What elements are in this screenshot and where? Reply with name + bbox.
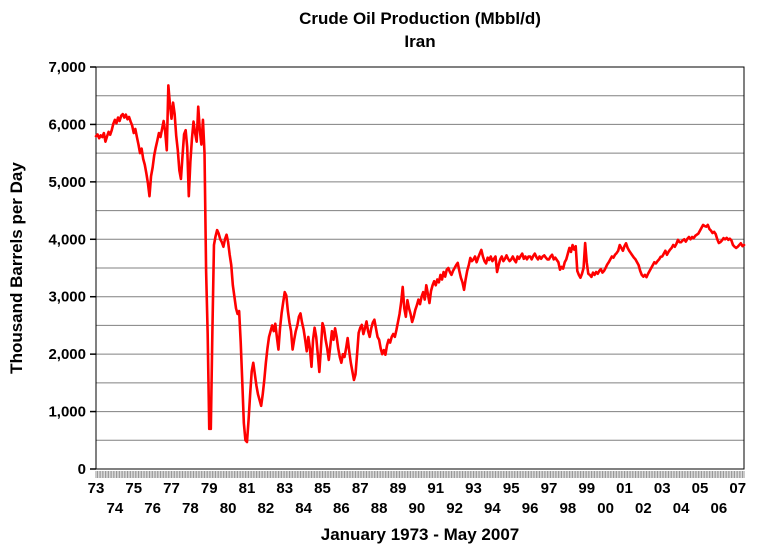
chart-title: Crude Oil Production (Mbbl/d): [299, 9, 541, 28]
y-tick-label: 3,000: [48, 289, 86, 306]
y-axis-ticks-and-labels: 0 1,000 2,000 3,000 4,000 5,000 6,000 7,000: [48, 59, 96, 478]
x-year-label-odd: 03: [654, 480, 671, 497]
x-axis-title: January 1973 - May 2007: [321, 525, 519, 544]
x-year-label-even: 00: [597, 500, 614, 517]
x-year-label-odd: 75: [125, 480, 142, 497]
x-year-label-odd: 85: [314, 480, 331, 497]
x-year-label-odd: 89: [390, 480, 407, 497]
monthly-tick-band: [95, 471, 745, 478]
x-year-label-even: 92: [446, 500, 463, 517]
x-year-label-odd: 05: [692, 480, 709, 497]
production-line-series: [94, 84, 746, 444]
x-year-label-odd: 87: [352, 480, 369, 497]
x-year-label-even: 84: [295, 500, 312, 517]
y-tick-label: 5,000: [48, 174, 86, 191]
x-year-label-even: 04: [673, 500, 690, 517]
x-year-label-even: 94: [484, 500, 501, 517]
x-year-label-even: 78: [182, 500, 199, 517]
y-tick-label: 6,000: [48, 116, 86, 133]
x-year-label-odd: 93: [465, 480, 482, 497]
x-year-label-odd: 07: [729, 480, 746, 497]
x-year-label-even: 90: [409, 500, 426, 517]
y-tick-label: 0: [78, 461, 86, 478]
plot-border: [95, 66, 745, 470]
x-year-label-odd: 91: [427, 480, 444, 497]
y-tick-label: 2,000: [48, 346, 86, 363]
x-year-label-even: 82: [258, 500, 275, 517]
x-axis-year-labels: 73 75 77 79 81 83 85 87 89 91 93 95 97 99 01 03 05 07 74 76…: [88, 480, 746, 517]
x-year-label-odd: 83: [276, 480, 293, 497]
x-year-label-even: 80: [220, 500, 237, 517]
x-year-label-odd: 01: [616, 480, 633, 497]
x-year-label-even: 86: [333, 500, 350, 517]
x-year-label-even: 02: [635, 500, 652, 517]
y-axis-title: Thousand Barrels per Day: [7, 162, 26, 374]
x-year-label-odd: 79: [201, 480, 218, 497]
y-tick-label: 4,000: [48, 231, 86, 248]
x-year-label-odd: 99: [578, 480, 595, 497]
y-tick-label: 7,000: [48, 59, 86, 76]
chart-subtitle: Iran: [404, 32, 435, 51]
x-year-label-odd: 73: [88, 480, 105, 497]
x-year-label-even: 88: [371, 500, 388, 517]
x-year-label-even: 96: [522, 500, 539, 517]
x-year-label-even: 76: [144, 500, 161, 517]
x-year-label-even: 74: [107, 500, 124, 517]
x-year-label-even: 06: [710, 500, 727, 517]
x-year-label-odd: 81: [239, 480, 256, 497]
x-year-label-odd: 77: [163, 480, 180, 497]
x-year-label-even: 98: [560, 500, 577, 517]
x-year-label-odd: 95: [503, 480, 520, 497]
x-year-label-odd: 97: [541, 480, 558, 497]
y-tick-label: 1,000: [48, 404, 86, 421]
gridlines: [96, 95, 744, 441]
